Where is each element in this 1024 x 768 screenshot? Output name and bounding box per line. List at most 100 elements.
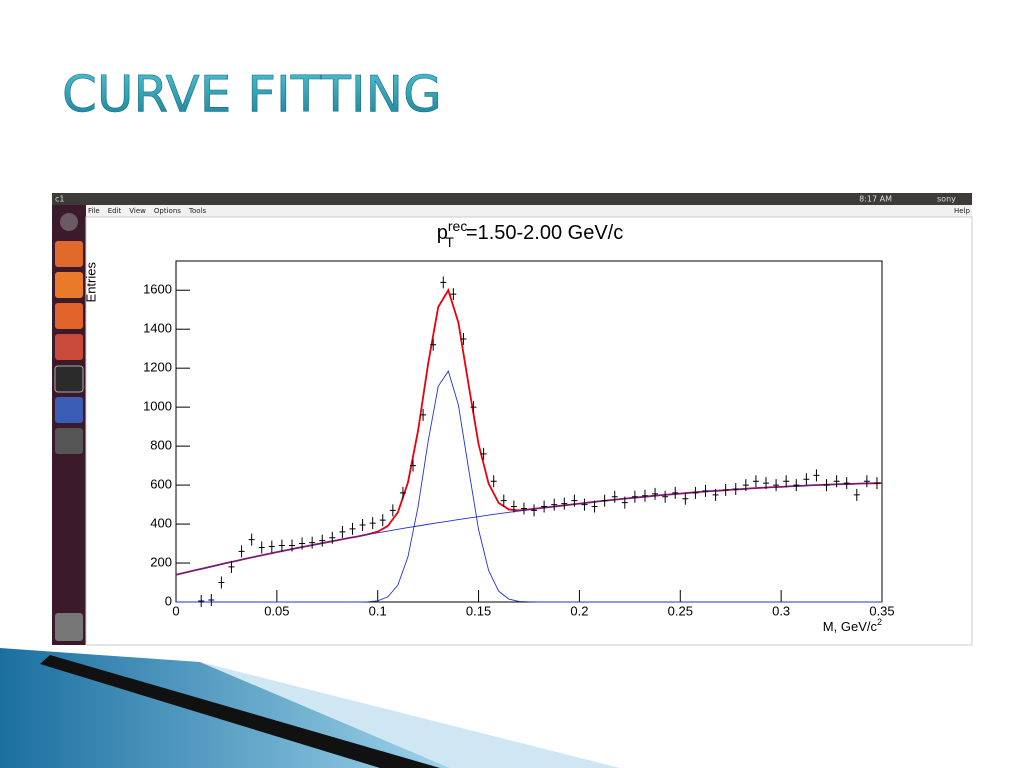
data-point (712, 488, 719, 501)
canvas (85, 216, 973, 646)
menu-item[interactable]: File (88, 207, 100, 215)
data-point (379, 514, 386, 527)
data-point (551, 498, 558, 511)
window-title: c1 (55, 195, 65, 204)
fit-curve (175, 482, 883, 576)
data-point (641, 489, 648, 502)
data-point (672, 486, 679, 499)
data-point (510, 500, 517, 513)
data-point (591, 500, 598, 513)
data-point (833, 475, 840, 488)
x-tick-label: 0.05 (264, 603, 289, 618)
data-point (803, 473, 810, 486)
data-point (359, 519, 366, 532)
top-bar (52, 193, 972, 205)
data-point (531, 504, 538, 517)
launcher-icon[interactable] (55, 613, 83, 641)
data-point (208, 594, 215, 607)
data-point (490, 475, 497, 488)
launcher-icon[interactable] (54, 365, 84, 393)
slide-title: CURVE FITTING (62, 66, 442, 124)
y-tick-label: 1600 (143, 282, 172, 297)
data-point (631, 490, 638, 503)
launcher-icon[interactable] (55, 397, 83, 423)
x-tick-label: 0 (172, 603, 179, 618)
data-point (309, 536, 316, 549)
data-point (430, 338, 437, 351)
data-point (258, 541, 265, 554)
data-point (722, 483, 729, 496)
data-point (278, 539, 285, 552)
launcher (52, 205, 86, 645)
data-point (268, 540, 275, 553)
data-point (581, 498, 588, 511)
title-sub: T (445, 234, 454, 250)
x-label-part: M, GeV/c (823, 619, 878, 634)
y-tick-label: 800 (150, 438, 172, 453)
data-point (571, 494, 578, 507)
data-point (561, 497, 568, 510)
y-tick-label: 200 (150, 554, 172, 569)
data-point (732, 482, 739, 495)
y-tick-label: 1400 (143, 321, 172, 336)
y-tick-label: 1200 (143, 360, 172, 375)
data-point (480, 447, 487, 460)
y-tick-label: 1000 (143, 399, 172, 414)
data-point (420, 408, 427, 421)
data-point (752, 475, 759, 488)
decoration (40, 655, 440, 768)
clock: 8:17 AM (859, 195, 892, 204)
x-tick-label: 0.25 (668, 603, 693, 618)
data-point (329, 531, 336, 544)
x-tick-label: 0.15 (466, 603, 491, 618)
data-point (349, 522, 356, 535)
data-point (218, 576, 225, 589)
data-point (410, 459, 417, 472)
launcher-icon[interactable] (55, 272, 83, 298)
data-point (873, 477, 880, 490)
data-point (783, 475, 790, 488)
data-point (288, 539, 295, 552)
launcher-icon[interactable] (55, 428, 83, 454)
data-point (248, 533, 255, 546)
data-point (853, 488, 860, 501)
x-tick-label: 0.1 (369, 603, 387, 618)
data-point (369, 517, 376, 530)
fit-curve (176, 370, 882, 603)
menu-item[interactable]: View (129, 207, 146, 215)
menu-item[interactable]: Options (154, 207, 181, 215)
decoration (200, 662, 620, 768)
launcher-icon[interactable] (55, 241, 83, 267)
y-tick-label: 600 (150, 477, 172, 492)
data-point (339, 525, 346, 538)
data-point (541, 500, 548, 513)
y-axis-label: Entries (83, 262, 98, 303)
data-point (843, 477, 850, 490)
x-tick-label: 0.3 (772, 603, 790, 618)
data-point (299, 537, 306, 550)
launcher-icon[interactable] (55, 334, 83, 360)
launcher-icon[interactable] (60, 213, 78, 231)
menu-item[interactable]: Tools (188, 207, 207, 215)
x-tick-label: 0.2 (570, 603, 588, 618)
x-label-sup: 2 (877, 617, 882, 627)
data-point (863, 475, 870, 488)
data-point (823, 479, 830, 492)
x-axis-label: M, GeV/c2 (823, 617, 882, 634)
data-point (793, 479, 800, 492)
y-tick-label: 0 (165, 593, 172, 608)
data-point (238, 545, 245, 558)
data-point (319, 534, 326, 547)
user: sony (937, 195, 956, 204)
data-point (662, 490, 669, 503)
menu-item[interactable]: Edit (108, 207, 122, 215)
data-point (702, 484, 709, 497)
launcher-icon[interactable] (55, 303, 83, 329)
data-point (460, 332, 467, 345)
data-point (621, 496, 628, 509)
data-point (228, 560, 235, 573)
data-point (601, 494, 608, 507)
data-point (440, 276, 447, 289)
menu-help[interactable]: Help (954, 207, 971, 215)
